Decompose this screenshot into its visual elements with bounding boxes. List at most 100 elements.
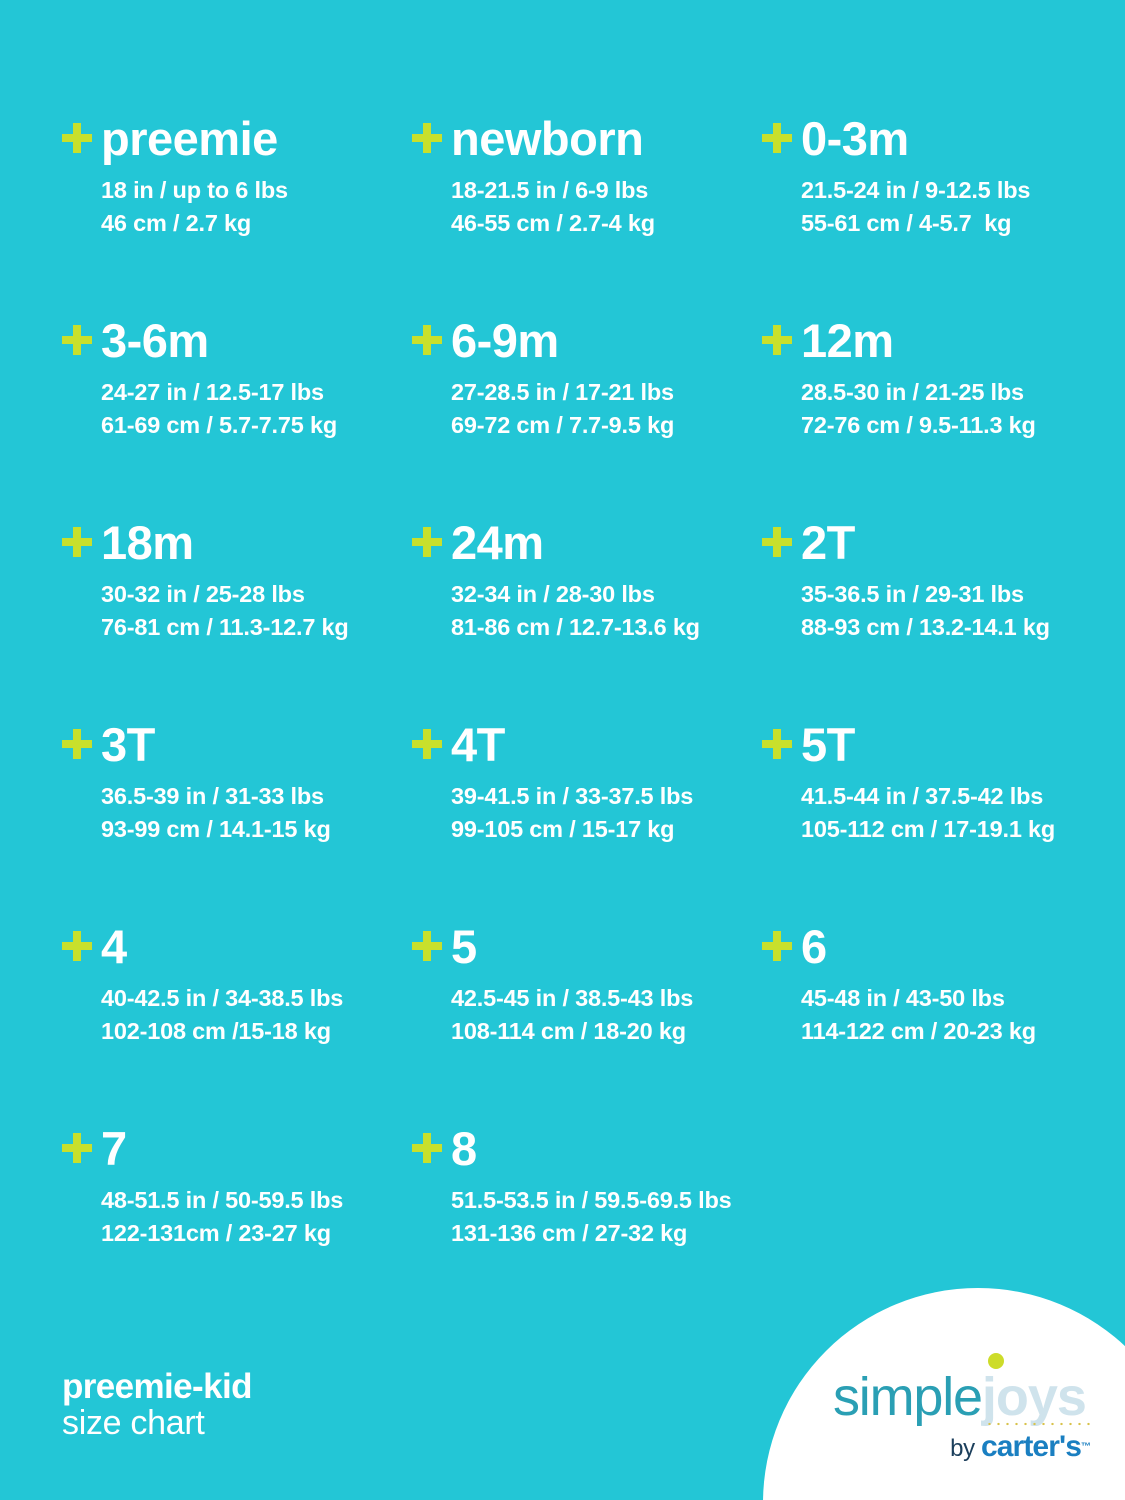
size-heading: 5 bbox=[412, 920, 762, 982]
size-heading: 0-3m bbox=[762, 112, 1072, 174]
brand-word-joys: joys bbox=[981, 1367, 1087, 1427]
size-metric-measurements: 122-131cm / 23-27 kg bbox=[101, 1220, 331, 1246]
size-cell: 6-9m 27-28.5 in / 17-21 lbs 69-72 cm / 7.7… bbox=[412, 314, 762, 516]
size-heading: 24m bbox=[412, 516, 762, 578]
size-metric-measurements: 114-122 cm / 20-23 kg bbox=[801, 1018, 1036, 1044]
size-label: 2T bbox=[801, 516, 855, 569]
size-cell: 8 51.5-53.5 in / 59.5-69.5 lbs 131-136 cm … bbox=[412, 1122, 762, 1324]
size-imperial-measurements: 18 in / up to 6 lbs bbox=[101, 177, 288, 203]
size-label: 6 bbox=[801, 920, 827, 973]
size-metric-measurements: 93-99 cm / 14.1-15 kg bbox=[101, 816, 331, 842]
size-heading: 6 bbox=[762, 920, 1072, 982]
brand-word-by: by bbox=[950, 1435, 981, 1462]
brand-logo-secondary: by carter's™ bbox=[950, 1432, 1091, 1462]
plus-icon bbox=[412, 729, 442, 759]
size-cell: 3-6m 24-27 in / 12.5-17 lbs 61-69 cm / 5.7… bbox=[62, 314, 412, 516]
size-metric-measurements: 61-69 cm / 5.7-7.75 kg bbox=[101, 412, 337, 438]
size-metric-measurements: 99-105 cm / 15-17 kg bbox=[451, 816, 675, 842]
size-cell: 7 48-51.5 in / 50-59.5 lbs 122-131cm / 23-… bbox=[62, 1122, 412, 1324]
dotted-underline-decoration bbox=[984, 1422, 1093, 1426]
size-imperial-measurements: 39-41.5 in / 33-37.5 lbs bbox=[451, 783, 694, 809]
size-cell: 4 40-42.5 in / 34-38.5 lbs 102-108 cm /15-… bbox=[62, 920, 412, 1122]
size-label: 7 bbox=[101, 1122, 127, 1175]
size-cell: 5 42.5-45 in / 38.5-43 lbs 108-114 cm / 18… bbox=[412, 920, 762, 1122]
size-imperial-measurements: 36.5-39 in / 31-33 lbs bbox=[101, 783, 324, 809]
size-grid: preemie 18 in / up to 6 lbs 46 cm / 2.7 kg… bbox=[62, 112, 1072, 1324]
size-label: 0-3m bbox=[801, 112, 909, 165]
plus-icon bbox=[62, 325, 92, 355]
size-imperial-measurements: 24-27 in / 12.5-17 lbs bbox=[101, 379, 324, 405]
size-imperial-measurements: 42.5-45 in / 38.5-43 lbs bbox=[451, 985, 694, 1011]
plus-icon bbox=[762, 527, 792, 557]
brand-word-joys-wrap: joys bbox=[981, 1353, 1093, 1427]
size-heading: 12m bbox=[762, 314, 1072, 376]
size-imperial-measurements: 45-48 in / 43-50 lbs bbox=[801, 985, 1005, 1011]
trademark-symbol: ™ bbox=[1081, 1441, 1091, 1453]
size-imperial-measurements: 27-28.5 in / 17-21 lbs bbox=[451, 379, 674, 405]
size-metric-measurements: 46 cm / 2.7 kg bbox=[101, 210, 252, 236]
plus-icon bbox=[412, 527, 442, 557]
size-metric-measurements: 102-108 cm /15-18 kg bbox=[101, 1018, 331, 1044]
plus-icon bbox=[762, 123, 792, 153]
plus-icon bbox=[62, 729, 92, 759]
size-imperial-measurements: 51.5-53.5 in / 59.5-69.5 lbs bbox=[451, 1187, 732, 1213]
brand-word-carters: carter's bbox=[980, 1430, 1082, 1463]
size-heading: 7 bbox=[62, 1122, 412, 1184]
size-label: preemie bbox=[101, 112, 278, 165]
caption-line-2: size chart bbox=[62, 1404, 205, 1443]
plus-icon bbox=[412, 123, 442, 153]
plus-icon bbox=[62, 123, 92, 153]
size-imperial-measurements: 30-32 in / 25-28 lbs bbox=[101, 581, 305, 607]
size-heading: 4 bbox=[62, 920, 412, 982]
size-imperial-measurements: 21.5-24 in / 9-12.5 lbs bbox=[801, 177, 1031, 203]
size-imperial-measurements: 41.5-44 in / 37.5-42 lbs bbox=[801, 783, 1044, 809]
size-heading: 8 bbox=[412, 1122, 762, 1184]
plus-icon bbox=[762, 325, 792, 355]
plus-icon bbox=[762, 729, 792, 759]
size-metric-measurements: 81-86 cm / 12.7-13.6 kg bbox=[451, 614, 700, 640]
size-label: 5T bbox=[801, 718, 855, 771]
size-imperial-measurements: 48-51.5 in / 50-59.5 lbs bbox=[101, 1187, 344, 1213]
brand-logo: simple joys by carter's™ bbox=[833, 1353, 1093, 1480]
size-heading: 5T bbox=[762, 718, 1072, 780]
size-metric-measurements: 105-112 cm / 17-19.1 kg bbox=[801, 816, 1056, 842]
footer-caption: preemie-kid size chart bbox=[62, 1368, 252, 1442]
size-heading: 4T bbox=[412, 718, 762, 780]
size-imperial-measurements: 35-36.5 in / 29-31 lbs bbox=[801, 581, 1024, 607]
size-heading: 6-9m bbox=[412, 314, 762, 376]
size-cell: 12m 28.5-30 in / 21-25 lbs 72-76 cm / 9.5-… bbox=[762, 314, 1072, 516]
size-label: 5 bbox=[451, 920, 477, 973]
size-cell: newborn 18-21.5 in / 6-9 lbs 46-55 cm / 2.… bbox=[412, 112, 762, 314]
size-metric-measurements: 72-76 cm / 9.5-11.3 kg bbox=[801, 412, 1036, 438]
size-heading: 18m bbox=[62, 516, 412, 578]
size-cell: 5T 41.5-44 in / 37.5-42 lbs 105-112 cm / 1… bbox=[762, 718, 1072, 920]
size-label: newborn bbox=[451, 112, 644, 165]
plus-icon bbox=[762, 931, 792, 961]
size-cell: 4T 39-41.5 in / 33-37.5 lbs 99-105 cm / 15… bbox=[412, 718, 762, 920]
size-heading: 2T bbox=[762, 516, 1072, 578]
size-metric-measurements: 55-61 cm / 4-5.7 kg bbox=[801, 210, 1012, 236]
size-heading: preemie bbox=[62, 112, 412, 174]
size-cell: preemie 18 in / up to 6 lbs 46 cm / 2.7 kg bbox=[62, 112, 412, 314]
size-metric-measurements: 131-136 cm / 27-32 kg bbox=[451, 1220, 688, 1246]
size-label: 18m bbox=[101, 516, 194, 569]
size-imperial-measurements: 28.5-30 in / 21-25 lbs bbox=[801, 379, 1024, 405]
size-label: 8 bbox=[451, 1122, 477, 1175]
size-metric-measurements: 46-55 cm / 2.7-4 kg bbox=[451, 210, 655, 236]
brand-word-simple: simple bbox=[833, 1367, 983, 1427]
plus-icon bbox=[62, 1133, 92, 1163]
joy-dot-icon bbox=[987, 1353, 1004, 1369]
plus-icon bbox=[412, 1133, 442, 1163]
plus-icon bbox=[412, 325, 442, 355]
size-metric-measurements: 108-114 cm / 18-20 kg bbox=[451, 1018, 686, 1044]
size-heading: 3-6m bbox=[62, 314, 412, 376]
size-cell: 24m 32-34 in / 28-30 lbs 81-86 cm / 12.7-1… bbox=[412, 516, 762, 718]
size-imperial-measurements: 18-21.5 in / 6-9 lbs bbox=[451, 177, 649, 203]
size-label: 6-9m bbox=[451, 314, 559, 367]
size-metric-measurements: 76-81 cm / 11.3-12.7 kg bbox=[101, 614, 349, 640]
size-metric-measurements: 69-72 cm / 7.7-9.5 kg bbox=[451, 412, 675, 438]
size-label: 3-6m bbox=[101, 314, 209, 367]
size-imperial-measurements: 40-42.5 in / 34-38.5 lbs bbox=[101, 985, 344, 1011]
size-label: 3T bbox=[101, 718, 155, 771]
